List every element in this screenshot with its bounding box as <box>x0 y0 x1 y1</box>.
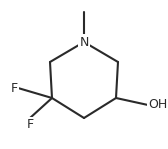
Text: OH: OH <box>148 98 167 111</box>
Text: F: F <box>11 82 18 94</box>
Text: F: F <box>26 118 34 131</box>
Text: N: N <box>79 35 89 49</box>
